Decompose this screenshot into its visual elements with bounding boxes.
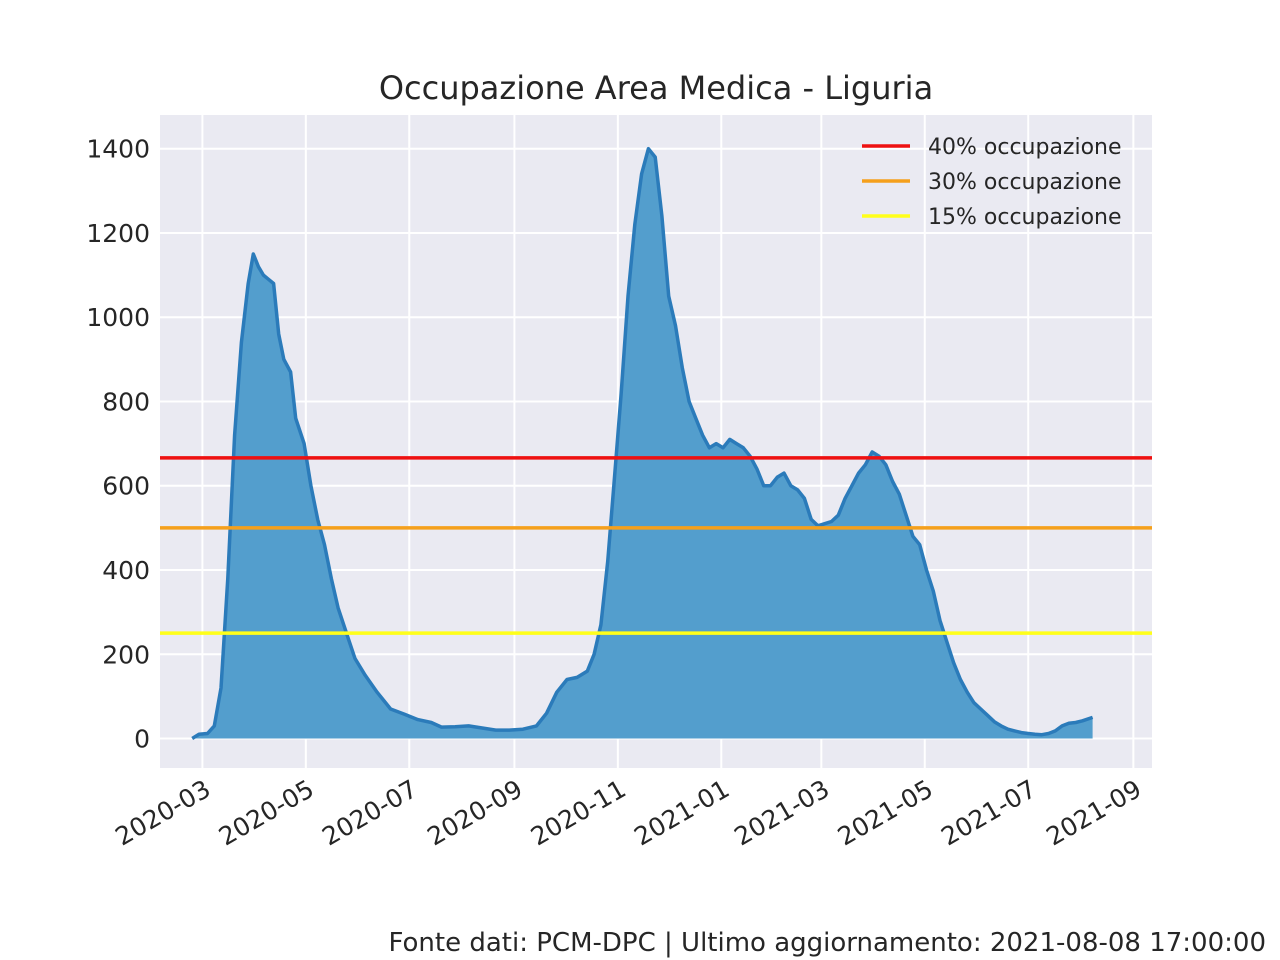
y-tick-label: 1400 (86, 135, 150, 164)
area-series (191, 146, 1094, 740)
y-tick-label: 800 (102, 387, 150, 416)
x-tick-label: 2020-11 (526, 774, 631, 851)
x-tick-label: 2020-03 (110, 774, 215, 851)
threshold-lines (160, 456, 1152, 635)
legend-label: 30% occupazione (928, 170, 1122, 195)
y-tick-labels: 0 200 400 600 800 1000 1200 1400 (86, 135, 150, 754)
y-tick-label: 600 (102, 472, 150, 501)
x-tick-label: 2021-05 (833, 774, 938, 851)
legend-label: 15% occupazione (928, 205, 1122, 230)
y-tick-label: 1200 (86, 219, 150, 248)
footer-source-text: Fonte dati: PCM-DPC | Ultimo aggiornamen… (389, 928, 1267, 958)
area-line (191, 146, 1094, 740)
x-tick-label: 2020-05 (214, 774, 319, 851)
x-tick-label: 2021-03 (729, 774, 834, 851)
y-tick-label: 400 (102, 556, 150, 585)
x-tick-label: 2020-09 (422, 774, 527, 851)
y-tick-label: 1000 (86, 303, 150, 332)
x-tick-label: 2021-07 (936, 774, 1041, 851)
y-tick-label: 0 (134, 725, 150, 754)
x-tick-label: 2020-07 (317, 774, 422, 851)
legend: 40% occupazione 30% occupazione 15% occupa… (862, 135, 1122, 230)
area-fill (192, 148, 1093, 739)
chart-title: Occupazione Area Medica - Liguria (379, 69, 933, 107)
legend-label: 40% occupazione (928, 135, 1122, 160)
x-tick-label: 2021-09 (1041, 774, 1146, 851)
x-tick-label: 2021-01 (629, 774, 734, 851)
y-tick-label: 200 (102, 640, 150, 669)
